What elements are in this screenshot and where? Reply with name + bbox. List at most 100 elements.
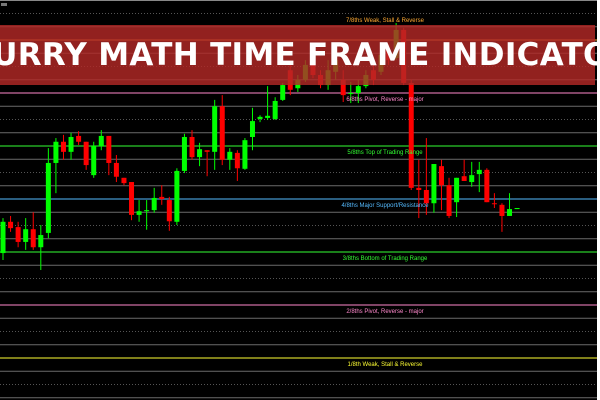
candle-body [514, 208, 520, 210]
candle-body [227, 151, 233, 160]
candle-body [83, 141, 89, 166]
candle-bullish [68, 132, 74, 160]
candle-bearish [234, 150, 240, 181]
candle-bullish [242, 138, 248, 170]
candle-body [469, 175, 475, 183]
candle-bullish [45, 148, 51, 239]
candle-bearish [416, 159, 422, 219]
candle-bullish [0, 218, 6, 260]
candle-bearish [219, 95, 225, 166]
candle-body [174, 170, 180, 222]
candle-bearish [60, 134, 66, 160]
candle-bearish [113, 155, 119, 183]
candle-body [438, 166, 444, 186]
candle-bullish [454, 177, 460, 218]
candle-body [106, 135, 112, 163]
candle-body [499, 204, 505, 216]
candle-bearish [189, 130, 195, 160]
candle-bearish [491, 193, 497, 209]
title-banner: MURRY MATH TIME FRAME INDICATOR [0, 25, 600, 85]
candle-body [166, 200, 172, 222]
candle-body [23, 229, 29, 242]
candle-bullish [181, 133, 187, 174]
candle-bearish [30, 212, 36, 250]
candle-bullish [348, 81, 354, 104]
candle-body [242, 140, 248, 169]
candle-body [121, 177, 127, 184]
candle-body [416, 187, 422, 190]
candle-body [491, 203, 497, 205]
candle-body [159, 196, 165, 199]
candle-bullish [38, 224, 44, 271]
candle-bearish [408, 79, 414, 190]
candle-body [45, 162, 51, 233]
candle-body [98, 135, 104, 146]
symbol-tag [1, 3, 7, 6]
candle-body [91, 146, 97, 176]
candle-body [189, 136, 195, 158]
candle-bullish [257, 115, 263, 123]
candle-body [0, 221, 6, 254]
candle-bearish [166, 196, 172, 231]
candle-bullish [212, 99, 218, 170]
level-labels: 1/8th Weak, Stall & Reverse 2/8ths Pivot,… [341, 18, 429, 368]
candle-bearish [499, 203, 505, 232]
candle-body [38, 235, 44, 248]
candle-bearish [204, 150, 210, 177]
candle-body [30, 229, 36, 248]
candle-body [204, 150, 210, 152]
candle-body [272, 100, 278, 119]
candle-body [8, 221, 14, 229]
candle-body [476, 169, 482, 175]
candle-bullish [514, 208, 520, 210]
candle-body [431, 164, 437, 204]
candle-bullish [91, 141, 97, 178]
murrey-level-label: 6/8ths Pivot, Reverse - major [346, 97, 423, 103]
candle-bearish [461, 159, 467, 181]
candle-bearish [15, 221, 21, 248]
candle-bullish [53, 138, 59, 194]
murrey-level-label: 3/8ths Bottom of Trading Range [343, 256, 428, 262]
candle-body [113, 162, 119, 177]
candle-body [76, 135, 82, 142]
candle-bullish [151, 187, 157, 213]
candle-bearish [159, 185, 165, 205]
candle-bullish [431, 164, 437, 213]
candle-bearish [83, 141, 89, 170]
candle-body [446, 185, 452, 216]
candle-body [197, 149, 203, 158]
candle-bullish [507, 193, 513, 216]
chart-right-border [597, 0, 600, 400]
candle-bearish [121, 177, 127, 186]
candle-body [60, 141, 66, 152]
candle-bearish [423, 138, 429, 215]
candle-bullish [227, 148, 233, 170]
candle-bullish [98, 130, 104, 151]
candle-bearish [446, 177, 452, 219]
candle-bullish [197, 142, 203, 167]
candle-body [461, 176, 467, 181]
candle-body [219, 106, 225, 160]
candle-bearish [484, 168, 490, 203]
candle-bearish [438, 159, 444, 211]
candle-body [484, 169, 490, 203]
candle-body [15, 227, 21, 242]
candle-bullish [249, 107, 255, 151]
candle-bullish [280, 82, 286, 101]
candle-body [265, 115, 271, 118]
candle-body [257, 116, 263, 119]
candle-body [53, 141, 59, 163]
candle-body [129, 182, 135, 215]
candle-body [249, 121, 255, 137]
candle-bullish [469, 161, 475, 187]
candle-body [234, 152, 240, 169]
candle-body [408, 82, 414, 188]
candle-body [355, 86, 361, 93]
candle-body [507, 209, 513, 216]
murrey-level-label: 5/8ths Top of Trading Range [347, 150, 423, 156]
candle-bearish [8, 215, 14, 232]
murrey-level-label: 1/8th Weak, Stall & Reverse [348, 362, 424, 368]
candle-bearish [106, 135, 112, 176]
candle-bearish [76, 131, 82, 145]
